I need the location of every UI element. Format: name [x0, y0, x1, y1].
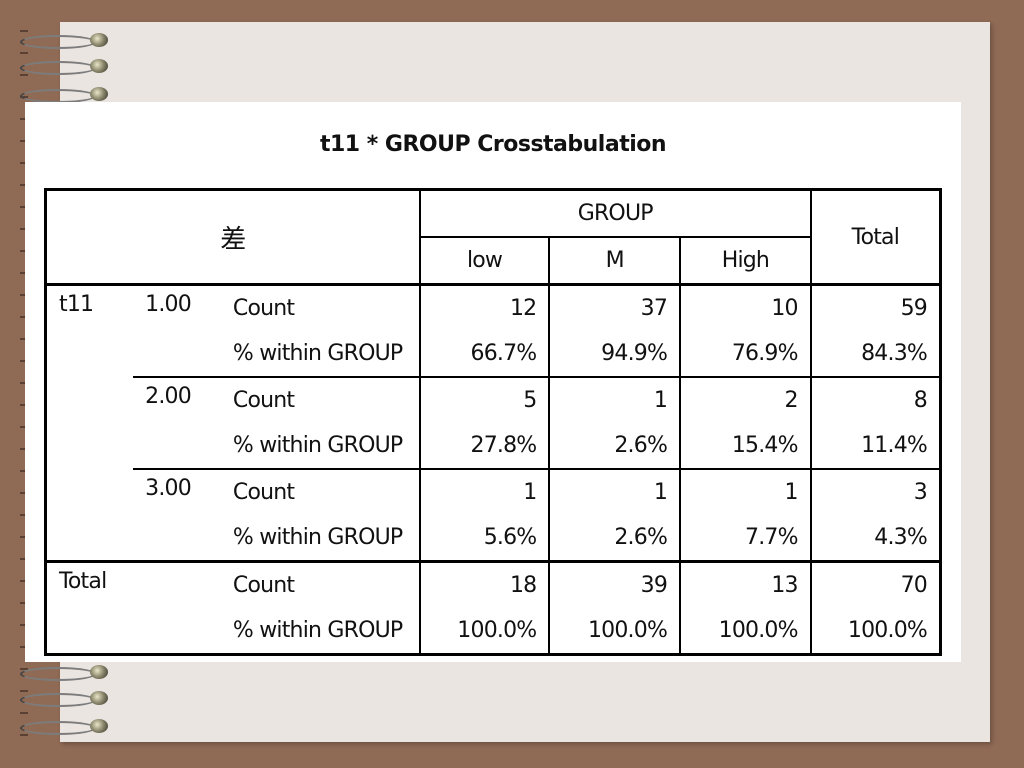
table-cell: 59: [810, 284, 942, 331]
table-row: 2.00 Count 5 1 2 8: [46, 376, 942, 469]
binder-ring-icon: [20, 662, 112, 682]
table-cell: 1: [549, 376, 682, 423]
statistic-label: Count: [220, 376, 421, 423]
table-cell: 3: [810, 468, 942, 515]
header-row-1: 差 GROUP Total: [43, 188, 942, 286]
table-cell: 100.0%: [549, 608, 682, 656]
binder-ring-icon: [20, 30, 112, 50]
column-header: M: [549, 237, 682, 286]
table-cell: 70: [810, 560, 942, 608]
row-value: 3.00: [133, 468, 221, 562]
slide-content: t11 * GROUP Crosstabulation 差 GROUP Tota…: [25, 102, 961, 662]
table-cell: 5.6%: [419, 515, 551, 562]
row-value: 1.00: [145, 292, 192, 317]
total-row: Total Count 18 39 13 70: [43, 560, 942, 656]
group-header: GROUP: [419, 188, 812, 238]
table-cell: 1: [549, 468, 682, 515]
column-header: High: [680, 237, 812, 286]
table-cell: 11.4%: [810, 423, 942, 469]
table-cell: 66.7%: [419, 331, 551, 377]
table-row: t11 1.00 Count 12 37 10 59: [44, 284, 942, 562]
table-cell: 27.8%: [419, 423, 551, 469]
statistic-label: % within GROUP: [220, 608, 421, 656]
table-cell: 5: [419, 376, 551, 423]
binder-ring-icon: [20, 56, 112, 76]
table-cell: 100.0%: [680, 608, 812, 656]
table-cell: 84.3%: [810, 331, 942, 377]
table-cell: 4.3%: [810, 515, 942, 562]
table-row: 3.00 Count 1 1 1 3: [46, 468, 942, 562]
corner-label: 差: [43, 188, 421, 286]
table-cell: 12: [419, 284, 551, 331]
table-cell: 18: [419, 560, 551, 608]
table-cell: 7.7%: [680, 515, 812, 562]
table-row: % within GROUP 27.8% 2.6% 15.4% 11.4%: [46, 423, 942, 469]
table-row: % within GROUP 66.7% 94.9% 76.9% 84.3%: [46, 331, 942, 377]
table-cell: 94.9%: [549, 331, 682, 377]
notebook-binding: [0, 0, 28, 768]
table-cell: 1: [419, 468, 551, 515]
table-cell: 1: [680, 468, 812, 515]
crosstab-table: 差 GROUP Total low M High t11 1.00 Count …: [43, 188, 942, 656]
table-cell: 39: [549, 560, 682, 608]
table-cell: 8: [810, 376, 942, 423]
table-cell: 15.4%: [680, 423, 812, 469]
total-label: Total: [43, 560, 221, 656]
table-cell: 76.9%: [680, 331, 812, 377]
statistic-label: Count: [220, 468, 421, 515]
table-row: % within GROUP 5.6% 2.6% 7.7% 4.3%: [46, 515, 942, 562]
binder-ring-icon: [20, 716, 112, 736]
table-cell: 100.0%: [419, 608, 551, 656]
table-cell: 2.6%: [549, 423, 682, 469]
statistic-label: Count: [220, 284, 421, 331]
binder-ring-icon: [20, 84, 112, 104]
statistic-label: Count: [220, 560, 421, 608]
table-cell: 100.0%: [810, 608, 942, 656]
table-cell: 10: [680, 284, 812, 331]
total-header: Total: [810, 188, 942, 286]
table-cell: 13: [680, 560, 812, 608]
table-cell: 2.6%: [549, 515, 682, 562]
row-variable-label: t11: [44, 284, 134, 562]
total-row: % within GROUP 100.0% 100.0% 100.0% 100.…: [46, 608, 942, 656]
statistic-label: % within GROUP: [220, 331, 421, 377]
table-title: t11 * GROUP Crosstabulation: [319, 132, 667, 157]
statistic-label: % within GROUP: [220, 515, 421, 562]
header-row-2: low M High: [46, 237, 941, 286]
column-header: low: [419, 237, 551, 286]
row-value: 2.00: [133, 376, 221, 469]
statistic-label: % within GROUP: [220, 423, 421, 469]
table-cell: 37: [549, 284, 682, 331]
binder-ring-icon: [20, 688, 112, 708]
table-cell: 2: [680, 376, 812, 423]
